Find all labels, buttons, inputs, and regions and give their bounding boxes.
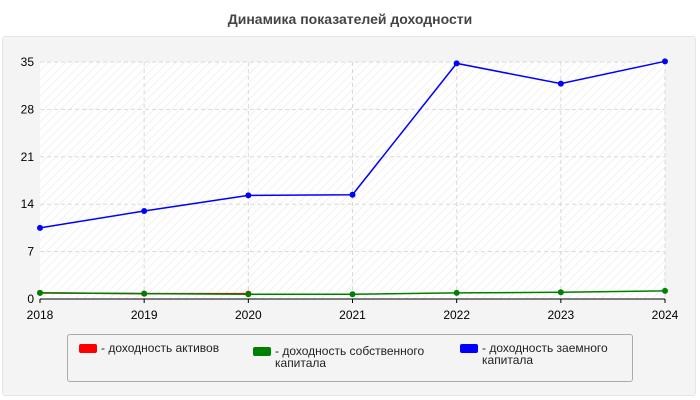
x-tick-label: 2019 — [131, 308, 158, 322]
y-tick-label: 21 — [21, 150, 35, 164]
y-axis: 0 7 14 21 28 35 — [21, 55, 35, 306]
legend-label-assets: - доходность активов — [101, 341, 220, 355]
y-tick-label: 28 — [21, 102, 35, 116]
data-point — [245, 192, 252, 199]
data-point — [453, 289, 460, 296]
data-point — [662, 287, 668, 294]
chart-title: Динамика показателей доходности — [227, 11, 473, 27]
legend-swatch-assets — [79, 344, 97, 353]
data-point — [557, 80, 564, 87]
data-point — [453, 60, 460, 67]
x-tick-label: 2021 — [339, 308, 366, 322]
x-axis: 2018 2019 2020 2021 2022 2023 2024 — [27, 299, 679, 322]
grid-lines — [40, 61, 666, 299]
series-layer — [37, 58, 668, 298]
data-point — [349, 291, 356, 298]
data-point — [557, 289, 564, 296]
legend-swatch-equity — [253, 347, 271, 356]
y-tick-label: 7 — [27, 245, 34, 259]
x-tick-label: 2018 — [27, 308, 54, 322]
data-point — [141, 290, 148, 297]
legend-label-debt: - доходность заемного капитала — [482, 341, 608, 367]
data-point — [141, 207, 148, 214]
y-tick-label: 14 — [21, 197, 35, 211]
data-point — [349, 191, 356, 198]
x-tick-label: 2022 — [443, 308, 470, 322]
data-point — [37, 224, 43, 231]
data-point — [662, 58, 668, 65]
legend-label-equity: - доходность собственного капитала — [275, 344, 425, 370]
legend-swatch-debt — [460, 344, 478, 353]
y-tick-label: 0 — [27, 292, 34, 306]
series-2 — [37, 58, 668, 231]
data-point — [37, 289, 43, 296]
series-1 — [37, 287, 668, 298]
data-point — [245, 291, 252, 298]
x-tick-label: 2020 — [235, 308, 262, 322]
x-tick-label: 2023 — [547, 308, 574, 322]
legend: - доходность активов - доходность собств… — [67, 334, 633, 382]
y-tick-label: 35 — [21, 55, 35, 69]
x-tick-label: 2024 — [652, 308, 679, 322]
